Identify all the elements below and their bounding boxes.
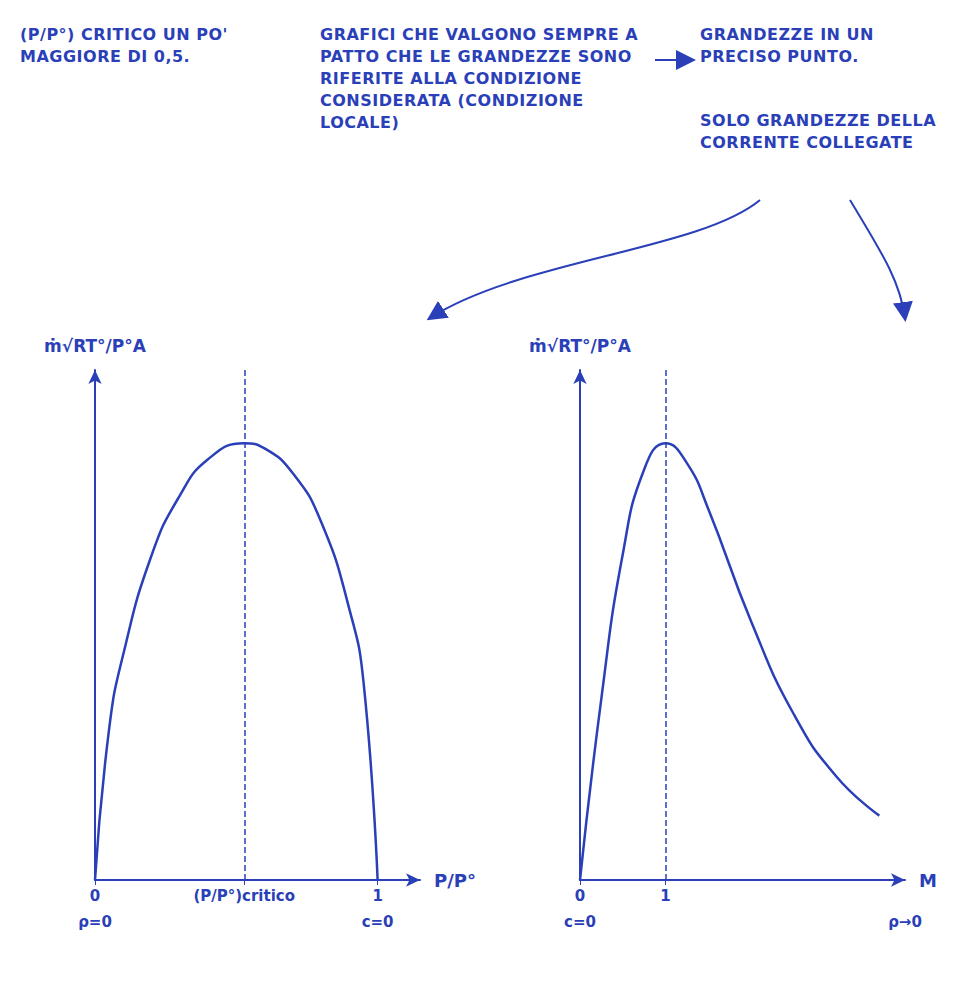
svg-text:ρ→0: ρ→0 — [888, 913, 922, 931]
svg-text:1: 1 — [660, 887, 670, 905]
svg-text:ṁ√RT°/P°A: ṁ√RT°/P°A — [44, 336, 147, 356]
svg-text:ρ=0: ρ=0 — [78, 913, 112, 931]
svg-text:c=0: c=0 — [362, 913, 394, 931]
svg-text:c=0: c=0 — [564, 913, 596, 931]
svg-text:P/P°: P/P° — [434, 870, 476, 891]
svg-text:0: 0 — [90, 887, 100, 905]
svg-text:ṁ√RT°/P°A: ṁ√RT°/P°A — [529, 336, 632, 356]
svg-text:1: 1 — [372, 887, 382, 905]
svg-text:0: 0 — [575, 887, 585, 905]
svg-text:(P/P°)critico: (P/P°)critico — [193, 887, 295, 905]
html-text:GRANDEZZE IN UN PRECISO PUNTO.: GRANDEZZE IN UN PRECISO PUNTO. — [700, 25, 874, 66]
svg-text:M: M — [919, 870, 937, 891]
html-text:GRAFICI CHE VALGONO SEMPRE A P: GRAFICI CHE VALGONO SEMPRE A PATTO CHE L… — [320, 25, 639, 132]
html-text:(P/P°) CRITICO UN PO' MAGGIORE: (P/P°) CRITICO UN PO' MAGGIORE DI 0,5. — [20, 25, 228, 66]
html-text:SOLO GRANDEZZE DELLA CORRENTE: SOLO GRANDEZZE DELLA CORRENTE COLLEGATE — [700, 111, 936, 152]
